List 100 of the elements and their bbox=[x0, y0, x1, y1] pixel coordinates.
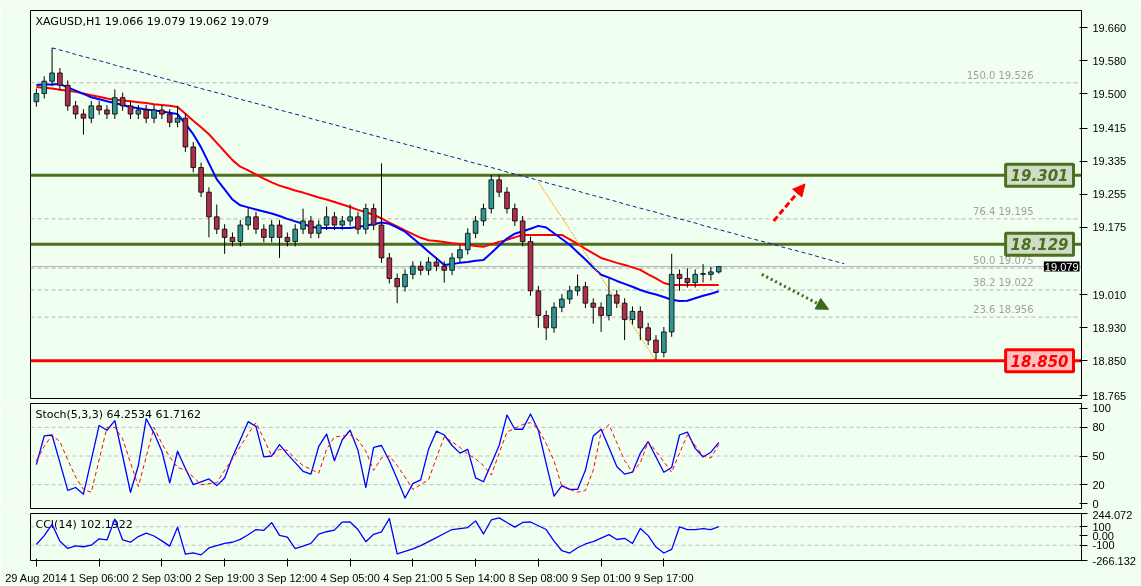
candlestick bbox=[49, 47, 55, 87]
candlestick bbox=[237, 219, 244, 247]
candlestick bbox=[190, 141, 196, 173]
ref-line-label: 38.2 19.022 bbox=[973, 276, 1034, 288]
y-tick-label: 19.415 bbox=[1092, 122, 1127, 135]
candlestick bbox=[645, 322, 651, 346]
candlestick bbox=[386, 252, 393, 284]
line-series bbox=[537, 181, 657, 362]
candlestick bbox=[221, 223, 228, 255]
x-tick-label: 3 Sep 12:00 bbox=[257, 571, 318, 584]
x-tick-label: 4 Sep 21:00 bbox=[383, 571, 443, 584]
candlestick bbox=[253, 211, 259, 235]
candlestick bbox=[245, 207, 251, 231]
x-tick-label: 2 Sep 03:00 bbox=[132, 571, 192, 584]
x-tick-label: 2 Sep 19:00 bbox=[194, 571, 255, 584]
candlestick bbox=[80, 108, 87, 136]
candlestick bbox=[315, 219, 322, 239]
ref-line-label: 150.0 19.526 bbox=[966, 69, 1034, 81]
ref-line-label: 76.4 19.195 bbox=[973, 205, 1034, 217]
ref-line-label: 19.079 bbox=[1044, 260, 1079, 273]
ref-line-label: 19.301 bbox=[1010, 167, 1069, 186]
candlestick bbox=[370, 203, 377, 231]
y-tick-label: 19.255 bbox=[1092, 188, 1127, 201]
y-tick-label: 18.850 bbox=[1092, 354, 1127, 367]
candlestick bbox=[261, 223, 267, 243]
candlestick bbox=[543, 310, 549, 341]
candlestick bbox=[33, 88, 40, 108]
candlestick bbox=[504, 186, 510, 215]
candlestick bbox=[700, 263, 706, 284]
candlestick bbox=[441, 260, 447, 284]
y-tick-label: 100 bbox=[1092, 520, 1111, 533]
candlestick bbox=[363, 203, 369, 235]
candlestick bbox=[512, 203, 518, 227]
candlestick bbox=[590, 297, 597, 325]
candlestick bbox=[119, 92, 126, 112]
y-tick-label: 18.930 bbox=[1092, 321, 1127, 334]
candlestick bbox=[96, 100, 102, 116]
candlestick bbox=[112, 88, 118, 120]
candlestick bbox=[104, 104, 110, 120]
candlestick bbox=[653, 334, 659, 362]
candlestick bbox=[88, 100, 95, 124]
candlestick bbox=[480, 203, 487, 227]
chart-title: XAGUSD,H1 19.066 19.079 19.062 19.079 bbox=[35, 14, 270, 28]
candlestick bbox=[519, 215, 526, 247]
candlestick bbox=[465, 227, 471, 256]
y-tick-label: 19.500 bbox=[1092, 87, 1127, 100]
candlestick bbox=[292, 223, 298, 247]
candlestick bbox=[347, 204, 353, 227]
candlestick bbox=[166, 108, 173, 128]
candlestick bbox=[410, 260, 416, 280]
x-tick-label: 29 Aug 2014 bbox=[5, 571, 67, 584]
y-tick-label: 0 bbox=[1092, 497, 1099, 510]
x-tick-label: 4 Sep 05:00 bbox=[320, 571, 380, 584]
candlestick bbox=[394, 273, 400, 304]
candlestick bbox=[559, 293, 565, 313]
y-tick-label: 19.010 bbox=[1092, 288, 1127, 301]
candlestick bbox=[41, 75, 47, 99]
y-tick-label: 244.072 bbox=[1092, 508, 1133, 521]
candlestick bbox=[355, 211, 361, 235]
candlestick bbox=[661, 326, 667, 358]
candlestick bbox=[268, 219, 275, 243]
candlestick bbox=[614, 289, 620, 309]
candlestick bbox=[692, 268, 698, 289]
candlestick bbox=[496, 174, 502, 198]
candlestick bbox=[551, 301, 557, 334]
line-series bbox=[51, 47, 845, 265]
y-tick-label: -266.132 bbox=[1092, 554, 1136, 567]
annotation: 18.129 bbox=[1010, 236, 1069, 255]
candlestick bbox=[637, 305, 644, 341]
chart-title: Stoch(5,3,3) 64.2534 61.7162 bbox=[35, 407, 202, 421]
x-tick-label: 5 Sep 14:00 bbox=[445, 571, 506, 584]
candlestick bbox=[708, 266, 714, 282]
y-tick-label: 19.580 bbox=[1092, 54, 1127, 67]
ref-line-label: 23.6 18.956 bbox=[973, 304, 1034, 316]
candlestick bbox=[159, 104, 165, 120]
x-tick-label: 9 Sep 17:00 bbox=[634, 571, 694, 584]
candlestick bbox=[606, 277, 612, 321]
x-tick-label: 1 Sep 06:00 bbox=[69, 571, 129, 584]
candlestick bbox=[402, 268, 408, 293]
candlestick bbox=[449, 252, 455, 276]
y-tick-label: 100 bbox=[1092, 402, 1111, 415]
y-tick-label: 19.175 bbox=[1092, 221, 1127, 234]
candlestick bbox=[57, 67, 63, 91]
candlestick bbox=[300, 208, 306, 235]
candlestick bbox=[65, 79, 71, 112]
candlestick bbox=[72, 100, 79, 120]
y-tick-label: 50 bbox=[1092, 450, 1105, 462]
line-series bbox=[35, 422, 720, 493]
y-tick-label: 19.660 bbox=[1092, 21, 1127, 34]
candlestick bbox=[457, 244, 463, 264]
y-tick-label: 19.335 bbox=[1092, 155, 1127, 168]
y-tick-label: 80 bbox=[1092, 421, 1105, 434]
candlestick bbox=[598, 301, 604, 333]
x-tick-label: 8 Sep 08:00 bbox=[508, 571, 569, 584]
candlestick bbox=[276, 219, 283, 259]
y-tick-label: 18.765 bbox=[1092, 389, 1127, 402]
candlestick bbox=[151, 104, 157, 124]
candlestick bbox=[472, 215, 479, 239]
y-tick-label: 20 bbox=[1092, 478, 1105, 491]
candlestick bbox=[214, 204, 220, 235]
